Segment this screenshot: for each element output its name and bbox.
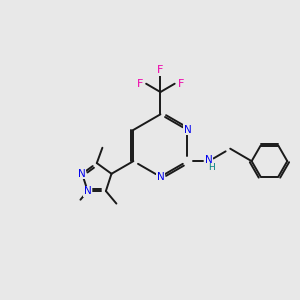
Text: N: N bbox=[78, 169, 86, 179]
Text: N: N bbox=[205, 155, 213, 165]
Text: F: F bbox=[137, 79, 143, 89]
Text: N: N bbox=[184, 125, 191, 135]
Text: H: H bbox=[208, 163, 214, 172]
Text: N: N bbox=[157, 172, 164, 182]
Text: F: F bbox=[157, 65, 164, 75]
Text: N: N bbox=[84, 186, 92, 196]
Text: F: F bbox=[177, 79, 184, 89]
